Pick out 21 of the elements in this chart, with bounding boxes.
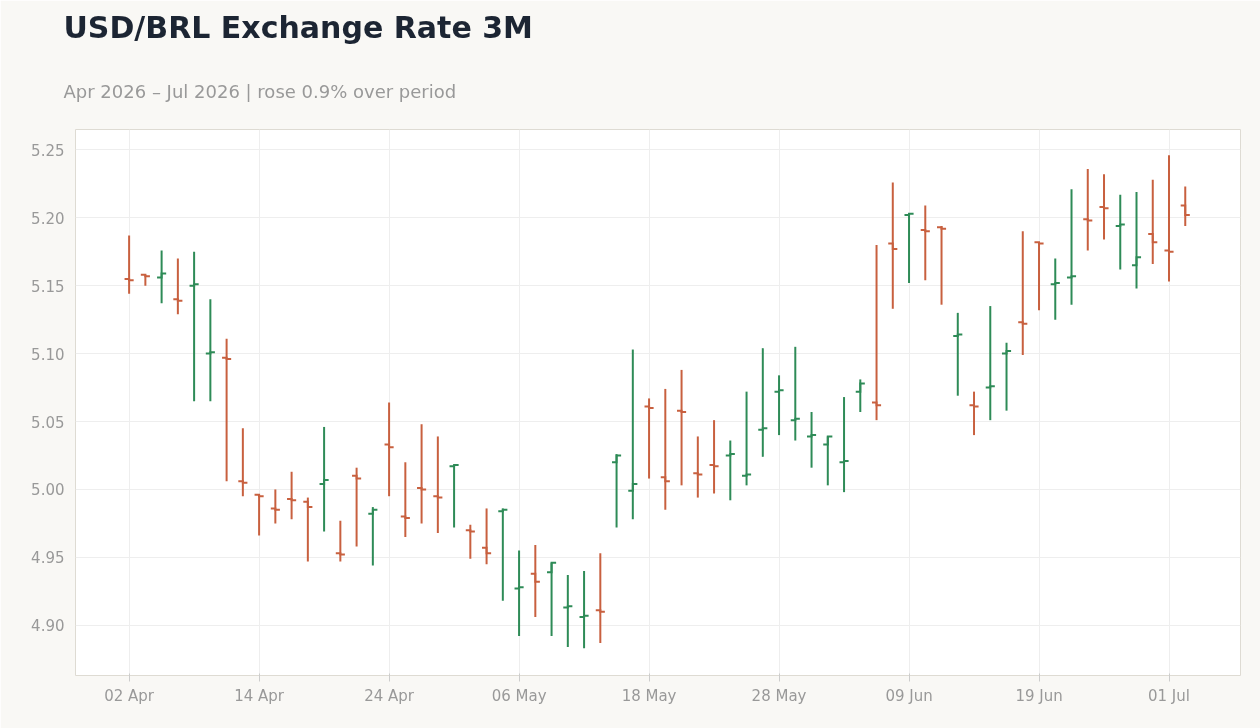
x-tick-label: 02 Apr (104, 686, 155, 705)
y-tick-label: 5.05 (31, 413, 65, 432)
x-tick-label: 19 Jun (1015, 686, 1063, 705)
y-tick-label: 4.95 (31, 549, 65, 568)
candlestick (1179, 185, 1191, 227)
x-tick-label: 01 Jul (1148, 686, 1190, 705)
x-tick-label: 28 May (751, 686, 807, 705)
x-tick-label: 09 Jun (885, 686, 933, 705)
candlestick (546, 561, 558, 638)
x-tick-label: 14 Apr (234, 686, 285, 705)
chart-subtitle: Apr 2026 – Jul 2026 | rose 0.9% over period (63, 81, 457, 102)
y-tick-label: 4.90 (31, 617, 65, 636)
y-tick-label: 5.10 (31, 345, 65, 364)
x-tick-label: 24 Apr (364, 686, 415, 705)
y-tick-label: 5.00 (31, 481, 65, 500)
y-tick-label: 5.25 (31, 141, 65, 160)
y-tick-label: 5.15 (31, 277, 65, 296)
chart-title: USD/BRL Exchange Rate 3M (63, 9, 533, 45)
x-tick-label: 18 May (621, 686, 677, 705)
x-tick-label: 06 May (491, 686, 547, 705)
y-tick-label: 5.20 (31, 209, 65, 228)
